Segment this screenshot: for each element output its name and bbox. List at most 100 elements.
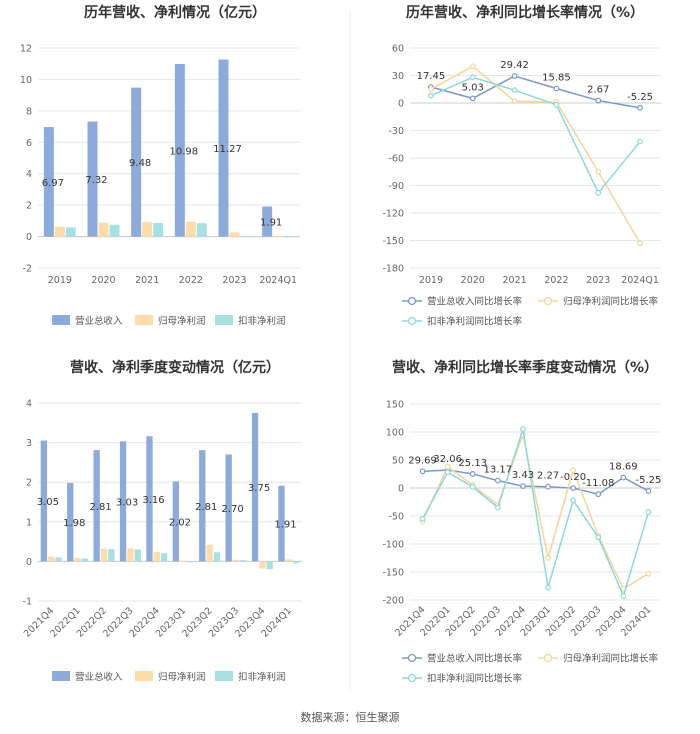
y-tick-label: -150 [382,568,404,579]
y-tick-label: 2 [26,201,32,212]
data-label: 3.03 [116,497,138,508]
y-tick-label: -120 [382,209,404,220]
data-label: 7.32 [85,175,107,186]
y-tick-label: 0 [398,484,404,495]
y-tick-label: -50 [388,512,404,523]
data-point [444,469,451,476]
annual-growth-line-chart: 历年营收、净利同比增长率情况（%） -180 -150 -120 -90 -60 -30 0 3… [382,4,661,328]
bar [285,559,292,562]
bar [93,450,100,562]
legend-marker [407,653,417,663]
legend-label: 扣非净利润同比增长率 [427,316,523,328]
data-label: 32.06 [433,454,462,465]
legend-label: 归母净利润 [158,671,206,683]
data-label: 1.91 [260,218,282,229]
data-label: -0.20 [560,472,586,483]
data-label: 2.27 [537,471,559,482]
data-point [637,104,643,111]
x-tick-label: 2019 [48,275,72,286]
y-tick-label: 100 [386,428,404,439]
data-point [428,86,434,93]
data-point [494,504,501,511]
legend-swatch [215,315,233,325]
x-tick-label: 2023 [222,275,246,286]
data-point [595,168,602,175]
y-tick-label: 8 [26,106,32,117]
data-point [595,491,602,498]
legend-swatch [215,671,233,681]
bar [160,553,168,562]
data-point [511,73,518,79]
data-point [553,101,560,108]
y-tick-label: 50 [392,456,404,467]
data-point [419,515,426,522]
bar [108,549,115,562]
legend-label: 营业总收入同比增长率 [427,653,523,665]
data-point [620,593,627,599]
bar [54,226,65,237]
y-tick-label: 10 [20,75,32,86]
data-point [570,467,577,473]
x-tick-label: 2020 [461,275,485,286]
legend-label: 营业总收入同比增长率 [427,296,523,308]
y-tick-label: 12 [20,44,32,55]
data-point [645,488,652,494]
data-label: 10.98 [170,146,199,157]
y-tick-label: 4 [26,169,32,180]
data-point [511,98,518,105]
legend-label: 归母净利润同比增长率 [563,653,659,665]
bar [187,561,194,563]
y-tick-label: 0 [26,232,32,243]
bar [225,454,232,562]
data-point [444,463,451,470]
data-point [595,534,602,541]
bar [218,59,229,237]
y-tick-label: -100 [382,540,404,551]
y-tick-label: 0 [398,99,404,110]
legend-label: 扣非净利润 [238,315,286,327]
y-tick-label: 0 [26,557,32,568]
series-line [430,76,641,195]
annual-bar-chart: 历年营收、净利情况（亿元） -2 0 2 4 6 8 10 12 2019 2020 2021 2022… [20,4,300,327]
bar [232,559,240,562]
data-point [520,483,526,489]
x-tick-label: 2024Q1 [621,275,659,286]
data-point [419,468,426,475]
data-label: 3.43 [512,470,534,481]
data-point [469,63,476,70]
legend-label: 扣非净利润 [238,671,286,683]
y-tick-label: -180 [382,264,404,275]
source-note: 数据来源：恒生聚源 [301,710,400,724]
y-tick-label: -150 [382,236,404,247]
data-point [469,74,476,81]
data-label: 18.69 [609,462,638,473]
bar [172,481,180,562]
data-point [570,485,577,492]
y-tick-label: -2 [23,264,32,275]
data-point [469,471,476,477]
legend-swatch [135,315,153,325]
bar [174,64,185,237]
data-point [545,483,551,490]
bar [55,557,62,562]
data-label: 17.45 [417,71,446,82]
bar [259,561,266,569]
data-label: 9.48 [129,158,151,169]
data-label: 2.81 [195,502,217,513]
bar [127,548,134,562]
data-label: -11.08 [582,478,614,489]
data-label: 1.98 [63,518,85,529]
bar [196,223,207,237]
data-label: 3.16 [142,495,164,506]
bar [153,551,160,562]
bar [98,222,109,237]
x-tick-label: 2021 [135,275,159,286]
chart-title: 营收、净利同比增长率季度变动情况（%） [392,359,658,376]
bar [81,558,89,562]
x-tick-label: 2020 [91,275,115,286]
data-point [570,497,577,504]
data-label: 2.81 [90,502,112,513]
data-point [645,509,652,515]
bar [119,441,127,562]
legend-swatch [135,671,153,681]
